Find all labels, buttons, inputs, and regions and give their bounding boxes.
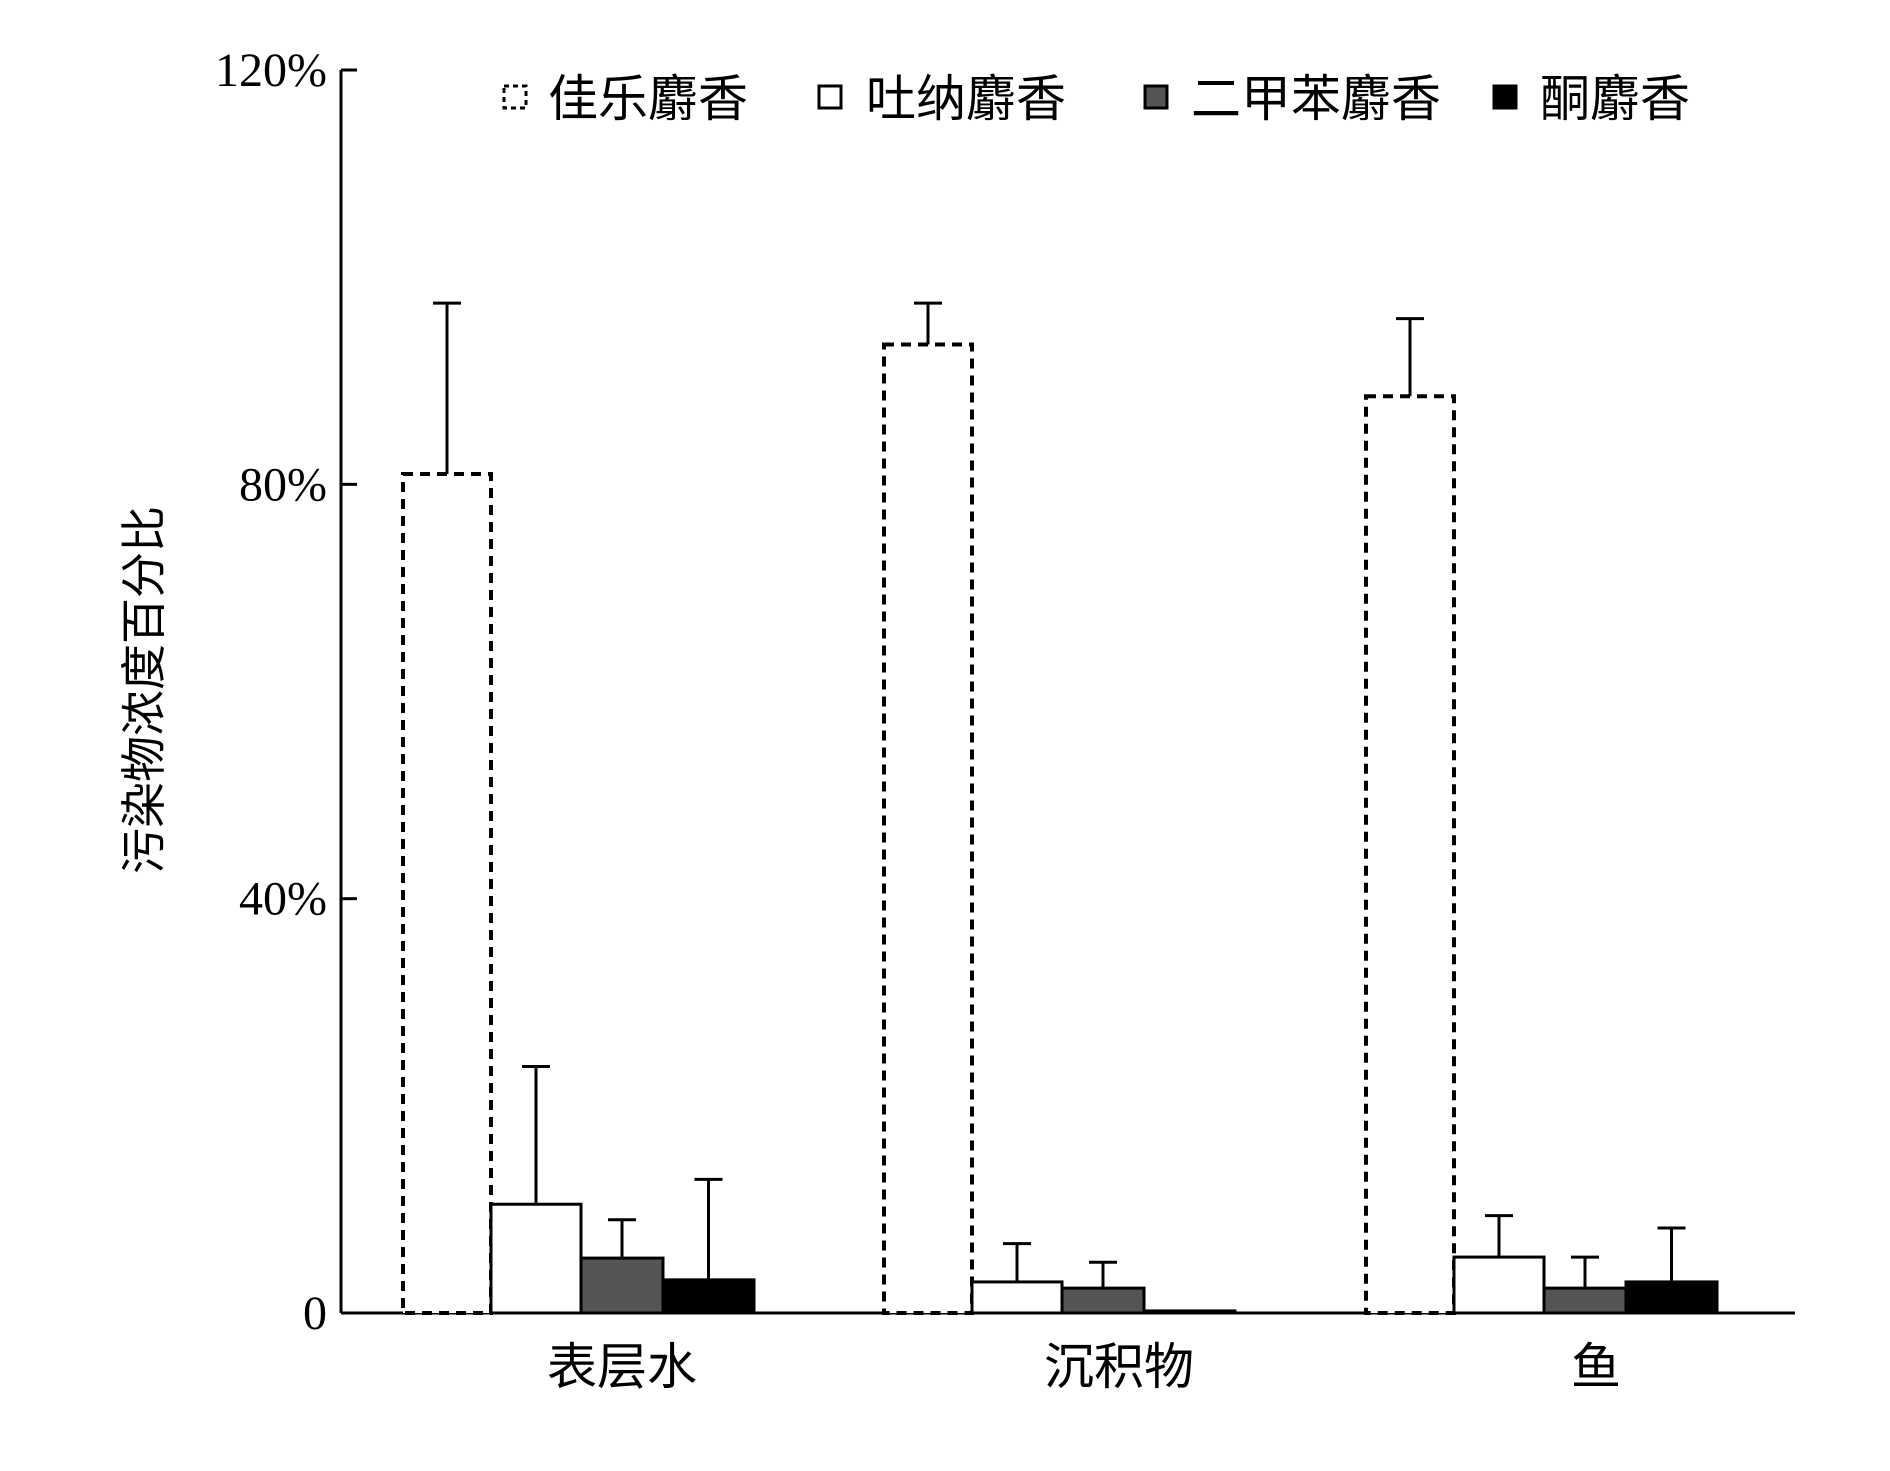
- bar-4-3: [1624, 1280, 1719, 1315]
- bar-2-3: [1452, 1255, 1546, 1315]
- legend-label: 二甲苯麝香: [1191, 70, 1441, 128]
- bar-3-3: [1542, 1286, 1628, 1315]
- y-ticks: 0 40% 80% 120%: [215, 44, 357, 1340]
- bar-1-1: [401, 471, 493, 1316]
- legend-swatch: [502, 84, 528, 110]
- y-tick-label: 80%: [239, 458, 327, 511]
- bar-3-2: [1060, 1286, 1146, 1315]
- bar-4-2: [1142, 1309, 1237, 1315]
- category-label: 表层水: [547, 1338, 697, 1396]
- y-tick-label: 40%: [239, 873, 327, 926]
- bar-2-1: [489, 1202, 583, 1315]
- y-tick-label: 0: [303, 1287, 327, 1340]
- category-labels: 表层水 沉积物 鱼: [547, 1338, 1621, 1396]
- legend-label: 佳乐麝香: [548, 70, 748, 128]
- bar-2-2: [970, 1280, 1064, 1315]
- bar-1-2: [882, 342, 974, 1315]
- legend-swatch: [1492, 84, 1518, 110]
- bar-4-1: [661, 1278, 756, 1315]
- legend-swatch: [817, 84, 843, 110]
- category-label: 沉积物: [1044, 1338, 1194, 1396]
- legend-label: 吐纳麝香: [866, 70, 1066, 128]
- bar-3-1: [579, 1256, 665, 1315]
- y-tick-label: 120%: [215, 44, 327, 97]
- y-axis-title: 污染物浓度百分比: [117, 506, 171, 874]
- error-bars: [433, 301, 1686, 1289]
- legend-label: 酮麝香: [1540, 70, 1690, 128]
- bars: [401, 342, 1719, 1316]
- category-label: 鱼: [1571, 1338, 1621, 1396]
- bar-1-3: [1364, 394, 1456, 1316]
- legend: 佳乐麝香 吐纳麝香 二甲苯麝香 酮麝香: [502, 70, 1690, 128]
- legend-swatch: [1143, 84, 1169, 110]
